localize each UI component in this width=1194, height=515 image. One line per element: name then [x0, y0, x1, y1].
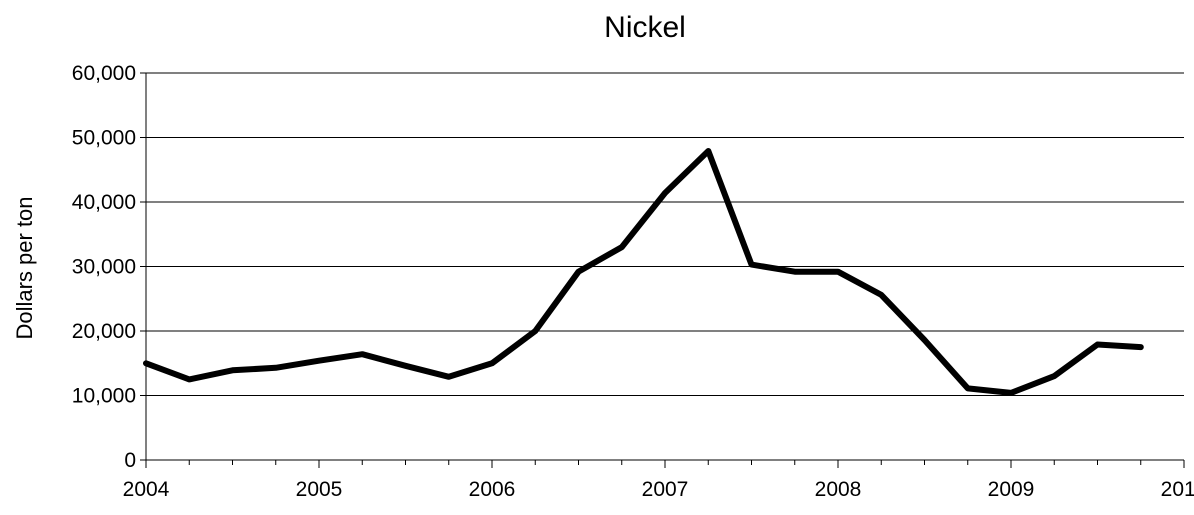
data-point — [275, 367, 277, 369]
data-point — [578, 271, 579, 273]
y-tick-label: 0 — [124, 449, 136, 472]
x-tick-label: 2010 — [1161, 478, 1194, 501]
tick-labels: 0 10,000 20,000 30,000 40,000 50,000 60,000 200… — [72, 62, 1194, 501]
y-tick-label: 60,000 — [72, 62, 136, 85]
data-point — [751, 264, 752, 266]
x-tick-label: 2004 — [123, 478, 170, 501]
data-point — [448, 376, 450, 378]
x-tick-label: 2006 — [469, 478, 516, 501]
series-layer — [143, 148, 1144, 396]
data-point — [880, 294, 882, 296]
data-point — [188, 378, 190, 380]
series-line — [143, 148, 1144, 396]
data-point — [924, 339, 925, 341]
axes — [140, 72, 1185, 468]
data-point — [1140, 346, 1142, 348]
x-tick-label: 2005 — [296, 478, 343, 501]
x-tick-label: 2009 — [988, 478, 1035, 501]
data-point — [967, 387, 969, 389]
y-tick-label: 30,000 — [72, 256, 136, 279]
data-point — [318, 360, 320, 362]
data-point — [664, 192, 666, 194]
data-point — [621, 246, 623, 248]
y-tick-label: 20,000 — [72, 320, 136, 343]
gridlines — [146, 72, 1184, 396]
y-tick-label: 10,000 — [72, 385, 136, 408]
data-point — [361, 353, 363, 355]
data-point — [534, 330, 536, 332]
y-tick-label: 40,000 — [72, 191, 136, 214]
data-point — [232, 369, 233, 371]
x-tick-label: 2008 — [815, 478, 862, 501]
data-point — [1053, 375, 1055, 377]
data-point — [405, 365, 406, 367]
data-point — [707, 150, 709, 152]
y-tick-label: 50,000 — [72, 127, 136, 150]
x-tick-label: 2007 — [642, 478, 689, 501]
chart-title: Nickel — [604, 11, 686, 44]
data-point — [145, 362, 147, 364]
data-point — [837, 271, 839, 273]
data-point — [491, 362, 493, 364]
data-point — [1010, 392, 1012, 394]
data-point — [794, 271, 796, 273]
y-axis-label: Dollars per ton — [12, 196, 37, 339]
data-point — [1097, 344, 1098, 346]
